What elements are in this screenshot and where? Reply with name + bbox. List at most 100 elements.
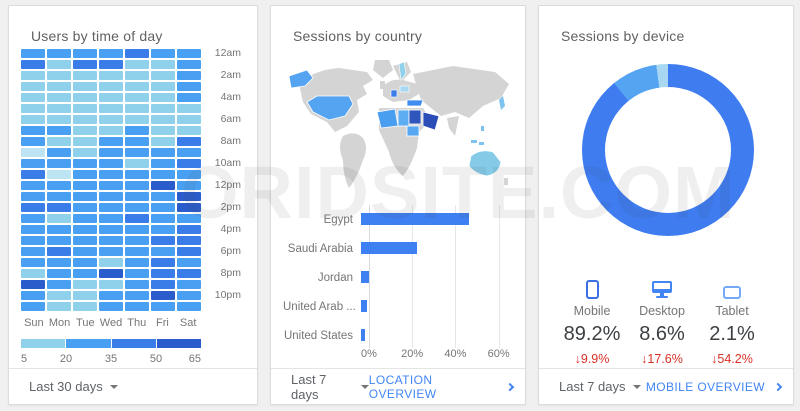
heatmap-cell[interactable]	[125, 71, 149, 80]
heatmap-cell[interactable]	[125, 302, 149, 311]
heatmap-cell[interactable]	[73, 82, 97, 91]
heatmap-cell[interactable]	[125, 291, 149, 300]
heatmap-cell[interactable]	[151, 280, 175, 289]
heatmap-cell[interactable]	[99, 148, 123, 157]
heatmap-cell[interactable]	[151, 49, 175, 58]
heatmap-cell[interactable]	[73, 258, 97, 267]
heatmap-cell[interactable]	[151, 192, 175, 201]
heatmap-cell[interactable]	[21, 280, 45, 289]
heatmap-cell[interactable]	[177, 126, 201, 135]
heatmap-cell[interactable]	[21, 236, 45, 245]
heatmap-cell[interactable]	[99, 115, 123, 124]
heatmap-cell[interactable]	[21, 159, 45, 168]
heatmap-cell[interactable]	[177, 302, 201, 311]
heatmap-cell[interactable]	[21, 93, 45, 102]
heatmap-cell[interactable]	[73, 225, 97, 234]
heatmap-cell[interactable]	[21, 115, 45, 124]
heatmap-cell[interactable]	[73, 60, 97, 69]
heatmap-cell[interactable]	[73, 126, 97, 135]
heatmap-cell[interactable]	[73, 104, 97, 113]
heatmap-cell[interactable]	[177, 49, 201, 58]
heatmap-cell[interactable]	[99, 137, 123, 146]
heatmap-cell[interactable]	[99, 247, 123, 256]
heatmap-cell[interactable]	[125, 126, 149, 135]
heatmap-cell[interactable]	[47, 247, 71, 256]
heatmap-cell[interactable]	[73, 280, 97, 289]
heatmap-cell[interactable]	[47, 214, 71, 223]
heatmap-cell[interactable]	[125, 203, 149, 212]
heatmap-cell[interactable]	[99, 236, 123, 245]
heatmap-cell[interactable]	[21, 126, 45, 135]
heatmap-cell[interactable]	[177, 148, 201, 157]
heatmap-cell[interactable]	[125, 159, 149, 168]
heatmap-cell[interactable]	[177, 137, 201, 146]
heatmap-cell[interactable]	[177, 104, 201, 113]
heatmap-cell[interactable]	[177, 258, 201, 267]
heatmap-cell[interactable]	[99, 291, 123, 300]
date-range-selector[interactable]: Last 7 days	[559, 379, 641, 394]
country-bar-row[interactable]: United States	[283, 321, 515, 350]
heatmap-cell[interactable]	[47, 60, 71, 69]
heatmap-cell[interactable]	[99, 214, 123, 223]
heatmap-cell[interactable]	[99, 60, 123, 69]
heatmap-cell[interactable]	[21, 82, 45, 91]
heatmap-cell[interactable]	[73, 49, 97, 58]
heatmap-cell[interactable]	[177, 170, 201, 179]
heatmap-cell[interactable]	[151, 236, 175, 245]
location-overview-link[interactable]: LOCATION OVERVIEW	[369, 373, 515, 401]
heatmap-cell[interactable]	[47, 71, 71, 80]
heatmap-cell[interactable]	[47, 269, 71, 278]
heatmap-cell[interactable]	[73, 302, 97, 311]
heatmap-cell[interactable]	[99, 159, 123, 168]
heatmap-cell[interactable]	[151, 203, 175, 212]
heatmap-cell[interactable]	[125, 247, 149, 256]
heatmap-cell[interactable]	[177, 82, 201, 91]
heatmap-cell[interactable]	[125, 214, 149, 223]
heatmap-cell[interactable]	[73, 137, 97, 146]
heatmap-cell[interactable]	[73, 247, 97, 256]
heatmap-cell[interactable]	[99, 71, 123, 80]
heatmap-cell[interactable]	[151, 148, 175, 157]
heatmap-cell[interactable]	[73, 269, 97, 278]
heatmap-cell[interactable]	[73, 71, 97, 80]
heatmap-cell[interactable]	[99, 280, 123, 289]
heatmap-cell[interactable]	[21, 291, 45, 300]
heatmap-cell[interactable]	[21, 269, 45, 278]
heatmap-cell[interactable]	[73, 93, 97, 102]
heatmap-cell[interactable]	[177, 93, 201, 102]
heatmap-cell[interactable]	[73, 170, 97, 179]
heatmap-cell[interactable]	[125, 148, 149, 157]
heatmap-cell[interactable]	[151, 126, 175, 135]
heatmap-cell[interactable]	[73, 236, 97, 245]
heatmap-cell[interactable]	[125, 49, 149, 58]
heatmap-cell[interactable]	[125, 280, 149, 289]
heatmap-cell[interactable]	[21, 137, 45, 146]
heatmap-cell[interactable]	[99, 104, 123, 113]
heatmap-cell[interactable]	[177, 269, 201, 278]
country-bar-chart[interactable]: Egypt Saudi Arabia Jordan United Arab ... Un…	[283, 205, 515, 365]
mobile-overview-link[interactable]: MOBILE OVERVIEW	[646, 380, 783, 394]
heatmap-cell[interactable]	[21, 148, 45, 157]
heatmap-cell[interactable]	[177, 115, 201, 124]
heatmap-cell[interactable]	[47, 181, 71, 190]
heatmap-cell[interactable]	[21, 181, 45, 190]
heatmap-cell[interactable]	[177, 71, 201, 80]
heatmap-cell[interactable]	[177, 214, 201, 223]
country-bar[interactable]	[361, 242, 418, 254]
heatmap-cell[interactable]	[47, 258, 71, 267]
heatmap-cell[interactable]	[47, 192, 71, 201]
heatmap-cell[interactable]	[47, 82, 71, 91]
heatmap-cell[interactable]	[47, 148, 71, 157]
heatmap-cell[interactable]	[177, 236, 201, 245]
heatmap-cell[interactable]	[21, 258, 45, 267]
heatmap-cell[interactable]	[177, 291, 201, 300]
heatmap-cell[interactable]	[151, 214, 175, 223]
country-bar-row[interactable]: Jordan	[283, 263, 515, 292]
heatmap-cell[interactable]	[47, 115, 71, 124]
heatmap-cell[interactable]	[47, 291, 71, 300]
date-range-selector[interactable]: Last 7 days	[291, 372, 369, 402]
heatmap-cell[interactable]	[151, 258, 175, 267]
heatmap-cell[interactable]	[47, 137, 71, 146]
heatmap-cell[interactable]	[99, 49, 123, 58]
heatmap-cell[interactable]	[47, 126, 71, 135]
